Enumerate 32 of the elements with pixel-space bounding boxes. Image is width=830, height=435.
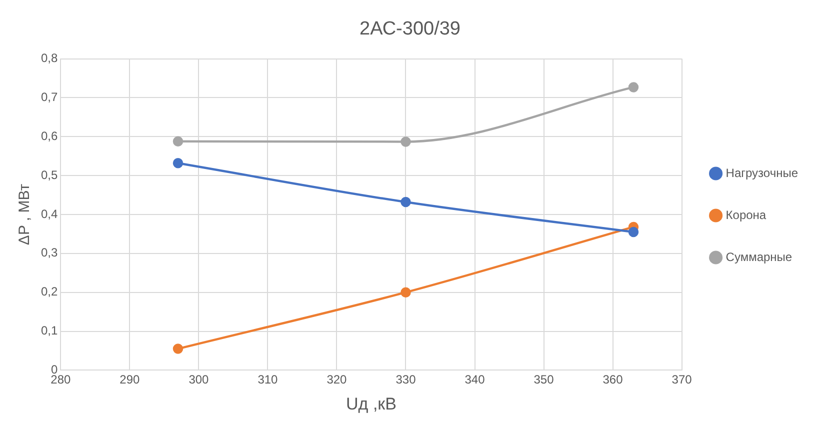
chart-title: 2АС-300/39 xyxy=(360,18,460,40)
y-tick-label: 0,8 xyxy=(40,51,58,66)
y-tick-label: 0,6 xyxy=(40,128,58,143)
x-tick-label: 340 xyxy=(464,372,486,387)
x-tick-label: 300 xyxy=(188,372,210,387)
x-axis-title: Uд ,кВ xyxy=(346,394,396,414)
point xyxy=(172,158,184,168)
point xyxy=(172,344,184,354)
x-tick-label: 330 xyxy=(396,372,416,387)
y-tick-label: 0,5 xyxy=(40,168,58,182)
y-tick-label: 0,1 xyxy=(40,324,58,338)
y-tick-label: 0,2 xyxy=(40,284,58,299)
point xyxy=(628,82,639,92)
y-tick-label: 0,4 xyxy=(40,206,58,221)
point xyxy=(400,287,411,298)
x-tick-label: 360 xyxy=(602,372,624,387)
x-tick-label: 290 xyxy=(120,372,140,387)
x-tick-label: 350 xyxy=(534,372,554,387)
point xyxy=(400,196,411,208)
x-tick-label: 320 xyxy=(326,372,348,387)
x-tick-label: 310 xyxy=(258,372,278,387)
y-tick-label: 0,7 xyxy=(40,90,58,104)
y-axis-title: ΔP , МВт xyxy=(16,184,34,246)
legend-label: Суммарные xyxy=(726,250,792,264)
point xyxy=(400,136,411,147)
point xyxy=(628,226,639,238)
y-tick-label: 0,3 xyxy=(40,246,58,260)
x-tick-label: 280 xyxy=(50,372,72,387)
point xyxy=(172,136,184,146)
legend-label: Нагрузочные xyxy=(726,166,798,180)
legend-label: Корона xyxy=(726,208,766,222)
x-tick-label: 370 xyxy=(672,372,692,387)
